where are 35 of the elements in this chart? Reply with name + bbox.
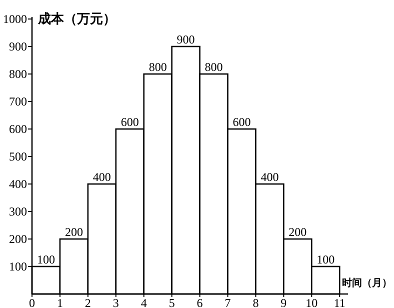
data-label: 100 <box>36 252 55 266</box>
x-tick-label: 3 <box>112 296 119 308</box>
data-label: 800 <box>148 60 167 74</box>
data-label: 200 <box>288 225 307 239</box>
x-tick-label: 7 <box>224 296 231 308</box>
y-tick-label: 800 <box>9 67 27 81</box>
x-tick-label: 10 <box>306 296 318 308</box>
data-label: 200 <box>64 225 83 239</box>
data-label: 600 <box>120 115 139 129</box>
y-tick-label: 300 <box>9 204 27 218</box>
y-tick-label: 200 <box>9 232 27 246</box>
data-label: 400 <box>92 170 111 184</box>
x-tick-label: 5 <box>168 296 175 308</box>
y-tick-label: 700 <box>9 94 27 108</box>
x-tick-label: 4 <box>140 296 147 308</box>
x-tick-label: 8 <box>252 296 259 308</box>
y-tick-label: 900 <box>9 40 27 54</box>
x-tick-label: 6 <box>196 296 203 308</box>
data-label: 100 <box>316 252 335 266</box>
y-tick-label: 1000 <box>3 12 27 26</box>
data-label: 800 <box>204 60 223 74</box>
y-tick-label: 500 <box>9 150 27 164</box>
data-label: 600 <box>232 115 251 129</box>
y-axis-title: 成本（万元） <box>37 11 116 26</box>
y-tick-label: 100 <box>9 260 27 274</box>
x-tick-label: 9 <box>280 296 287 308</box>
y-tick-label: 600 <box>9 122 27 136</box>
data-label: 900 <box>176 32 195 46</box>
data-label: 400 <box>260 170 279 184</box>
x-tick-label: 0 <box>29 296 35 308</box>
x-axis-title: 时间（月） <box>342 277 392 289</box>
y-tick-label: 400 <box>9 177 27 191</box>
x-tick-label: 1 <box>56 296 63 308</box>
x-tick-label: 11 <box>334 296 346 308</box>
x-tick-label: 2 <box>84 296 91 308</box>
